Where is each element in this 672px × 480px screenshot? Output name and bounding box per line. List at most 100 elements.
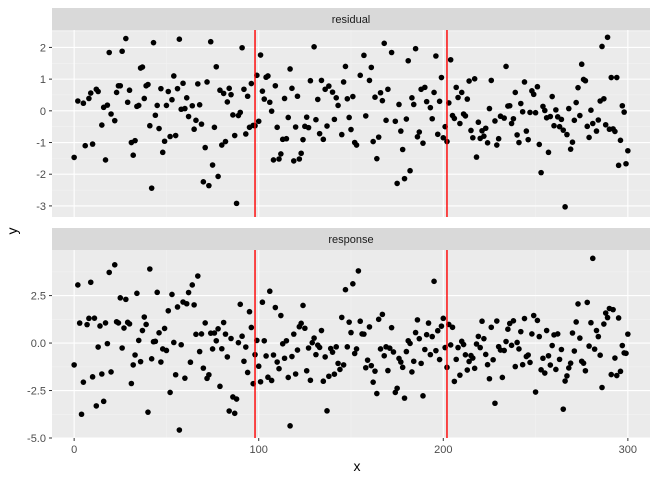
data-point (608, 371, 615, 378)
data-point (329, 89, 336, 95)
data-point (117, 295, 124, 301)
data-point (593, 327, 600, 334)
data-point (527, 109, 533, 116)
data-point (211, 124, 218, 131)
data-point (76, 320, 83, 326)
data-point (169, 291, 175, 298)
data-point (457, 120, 463, 127)
data-point (458, 89, 465, 96)
data-point (193, 117, 199, 124)
y-tick-label: 0 (40, 106, 46, 118)
data-point (521, 79, 528, 85)
data-point (172, 371, 179, 378)
data-point (453, 356, 460, 363)
data-point (219, 142, 225, 148)
data-point (126, 321, 133, 327)
data-point (565, 105, 572, 112)
data-point (554, 331, 561, 337)
data-point (257, 378, 264, 385)
data-point (473, 341, 480, 347)
data-point (599, 384, 605, 391)
data-point (80, 100, 87, 107)
data-point (364, 357, 371, 363)
data-point (95, 88, 101, 95)
data-point (268, 108, 275, 114)
data-point (556, 356, 563, 363)
y-tick-label: 0.0 (31, 338, 46, 350)
data-point (514, 339, 520, 346)
data-point (351, 350, 358, 357)
data-point (182, 375, 188, 381)
data-point (433, 347, 439, 354)
data-point (601, 95, 607, 102)
data-point (545, 149, 552, 156)
data-point (283, 135, 290, 142)
data-point (316, 344, 323, 351)
data-point (204, 79, 210, 85)
data-point (416, 335, 423, 342)
data-point (237, 301, 244, 308)
data-point (231, 132, 238, 139)
data-point (313, 116, 319, 123)
data-point (385, 86, 391, 93)
data-point (104, 102, 111, 108)
data-point (141, 314, 148, 320)
data-point (466, 358, 472, 365)
data-point (165, 307, 172, 314)
data-point (224, 354, 231, 360)
data-point (420, 140, 426, 146)
data-point (307, 77, 314, 84)
data-point (139, 327, 146, 334)
data-point (492, 118, 498, 124)
data-point (470, 134, 476, 141)
data-point (141, 95, 148, 102)
data-point (206, 371, 212, 378)
data-point (248, 80, 255, 87)
facet-strip-label: residual (332, 14, 371, 26)
data-point (564, 131, 570, 138)
data-point (462, 113, 469, 119)
data-point (289, 353, 295, 360)
data-point (619, 342, 626, 349)
data-point (119, 345, 125, 351)
data-point (174, 304, 181, 310)
data-point (266, 99, 273, 106)
data-point (163, 347, 170, 354)
data-point (89, 141, 96, 147)
data-point (412, 45, 419, 52)
data-point (530, 312, 537, 319)
data-point (506, 102, 513, 109)
data-point (602, 121, 609, 128)
data-point (573, 99, 579, 106)
data-point (353, 142, 360, 148)
data-point (512, 363, 519, 370)
data-point (571, 348, 578, 354)
data-point (451, 115, 458, 122)
data-point (265, 374, 271, 381)
data-point (604, 314, 611, 321)
data-point (494, 318, 500, 324)
data-point (324, 123, 330, 129)
facet-strip-label: response (328, 234, 373, 246)
data-point (484, 361, 491, 368)
data-point (265, 73, 271, 79)
data-point (608, 74, 615, 81)
data-point (602, 310, 609, 316)
data-point (615, 162, 622, 169)
data-point (482, 351, 489, 358)
data-point (294, 347, 301, 353)
data-point (488, 324, 495, 331)
data-point (514, 132, 520, 138)
data-point (279, 341, 286, 347)
data-point (575, 84, 581, 91)
data-point (148, 185, 155, 191)
data-point (196, 348, 203, 355)
data-point (119, 48, 125, 55)
data-point (562, 204, 568, 210)
data-point (460, 341, 467, 348)
data-point (106, 49, 113, 56)
data-point (545, 352, 552, 359)
data-point (357, 318, 364, 325)
data-point (547, 113, 554, 120)
data-point (268, 377, 275, 384)
